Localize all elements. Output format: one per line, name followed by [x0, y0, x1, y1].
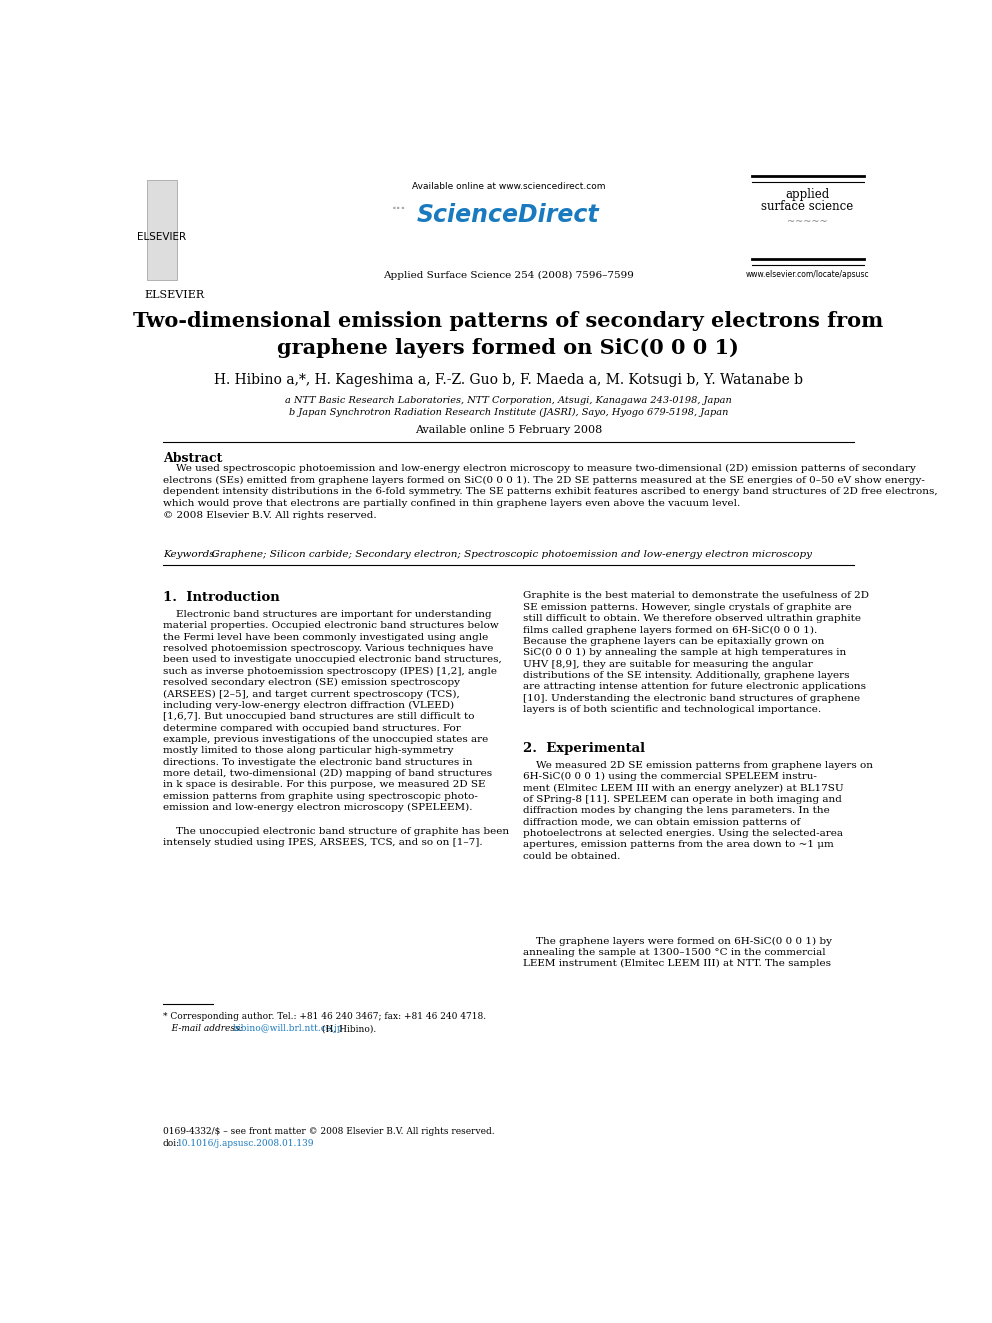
Text: Applied Surface Science 254 (2008) 7596–7599: Applied Surface Science 254 (2008) 7596–… [383, 270, 634, 279]
Text: ELSEVIER: ELSEVIER [138, 232, 186, 242]
Text: 2.  Experimental: 2. Experimental [523, 742, 645, 755]
Text: Abstract: Abstract [163, 452, 222, 466]
Text: a NTT Basic Research Laboratories, NTT Corporation, Atsugi, Kanagawa 243-0198, J: a NTT Basic Research Laboratories, NTT C… [285, 396, 732, 405]
Text: Graphite is the best material to demonstrate the usefulness of 2D
SE emission pa: Graphite is the best material to demonst… [523, 591, 869, 714]
Text: The unoccupied electronic band structure of graphite has been
intensely studied : The unoccupied electronic band structure… [163, 827, 509, 848]
Text: ...: ... [392, 198, 407, 212]
Text: Graphene; Silicon carbide; Secondary electron; Spectroscopic photoemission and l: Graphene; Silicon carbide; Secondary ele… [205, 550, 812, 558]
Text: hibino@will.brl.ntt.co.jp: hibino@will.brl.ntt.co.jp [232, 1024, 343, 1033]
Text: We measured 2D SE emission patterns from graphene layers on
6H-SiC(0 0 0 1) usin: We measured 2D SE emission patterns from… [523, 761, 873, 861]
Text: Available online at www.sciencedirect.com: Available online at www.sciencedirect.co… [412, 181, 605, 191]
Text: doi:: doi: [163, 1139, 180, 1148]
Text: H. Hibino a,*, H. Kageshima a, F.-Z. Guo b, F. Maeda a, M. Kotsugi b, Y. Watanab: H. Hibino a,*, H. Kageshima a, F.-Z. Guo… [214, 373, 803, 386]
Text: ELSEVIER: ELSEVIER [144, 290, 204, 300]
Text: We used spectroscopic photoemission and low-energy electron microscopy to measur: We used spectroscopic photoemission and … [163, 463, 937, 520]
Text: applied: applied [786, 188, 829, 201]
Text: Available online 5 February 2008: Available online 5 February 2008 [415, 425, 602, 435]
Text: 0169-4332/$ – see front matter © 2008 Elsevier B.V. All rights reserved.: 0169-4332/$ – see front matter © 2008 El… [163, 1127, 494, 1136]
Text: b Japan Synchrotron Radiation Research Institute (JASRI), Sayo, Hyogo 679-5198, : b Japan Synchrotron Radiation Research I… [289, 407, 728, 417]
Text: * Corresponding author. Tel.: +81 46 240 3467; fax: +81 46 240 4718.: * Corresponding author. Tel.: +81 46 240… [163, 1012, 486, 1021]
Text: ~~~~~: ~~~~~ [788, 217, 828, 226]
Bar [147, 180, 177, 280]
Text: ScienceDirect: ScienceDirect [417, 204, 600, 228]
Text: surface science: surface science [762, 200, 854, 213]
Text: 1.  Introduction: 1. Introduction [163, 591, 280, 605]
Text: Two-dimensional emission patterns of secondary electrons from
graphene layers fo: Two-dimensional emission patterns of sec… [133, 311, 884, 359]
Text: 10.1016/j.apsusc.2008.01.139: 10.1016/j.apsusc.2008.01.139 [177, 1139, 314, 1148]
Text: (H. Hibino).: (H. Hibino). [319, 1024, 377, 1033]
Text: The graphene layers were formed on 6H-SiC(0 0 0 1) by
annealing the sample at 13: The graphene layers were formed on 6H-Si… [523, 937, 832, 968]
Text: www.elsevier.com/locate/apsusc: www.elsevier.com/locate/apsusc [746, 270, 869, 279]
Text: E-mail address:: E-mail address: [163, 1024, 245, 1033]
Text: Electronic band structures are important for understanding
material properties. : Electronic band structures are important… [163, 610, 502, 812]
Text: Keywords:: Keywords: [163, 550, 218, 558]
